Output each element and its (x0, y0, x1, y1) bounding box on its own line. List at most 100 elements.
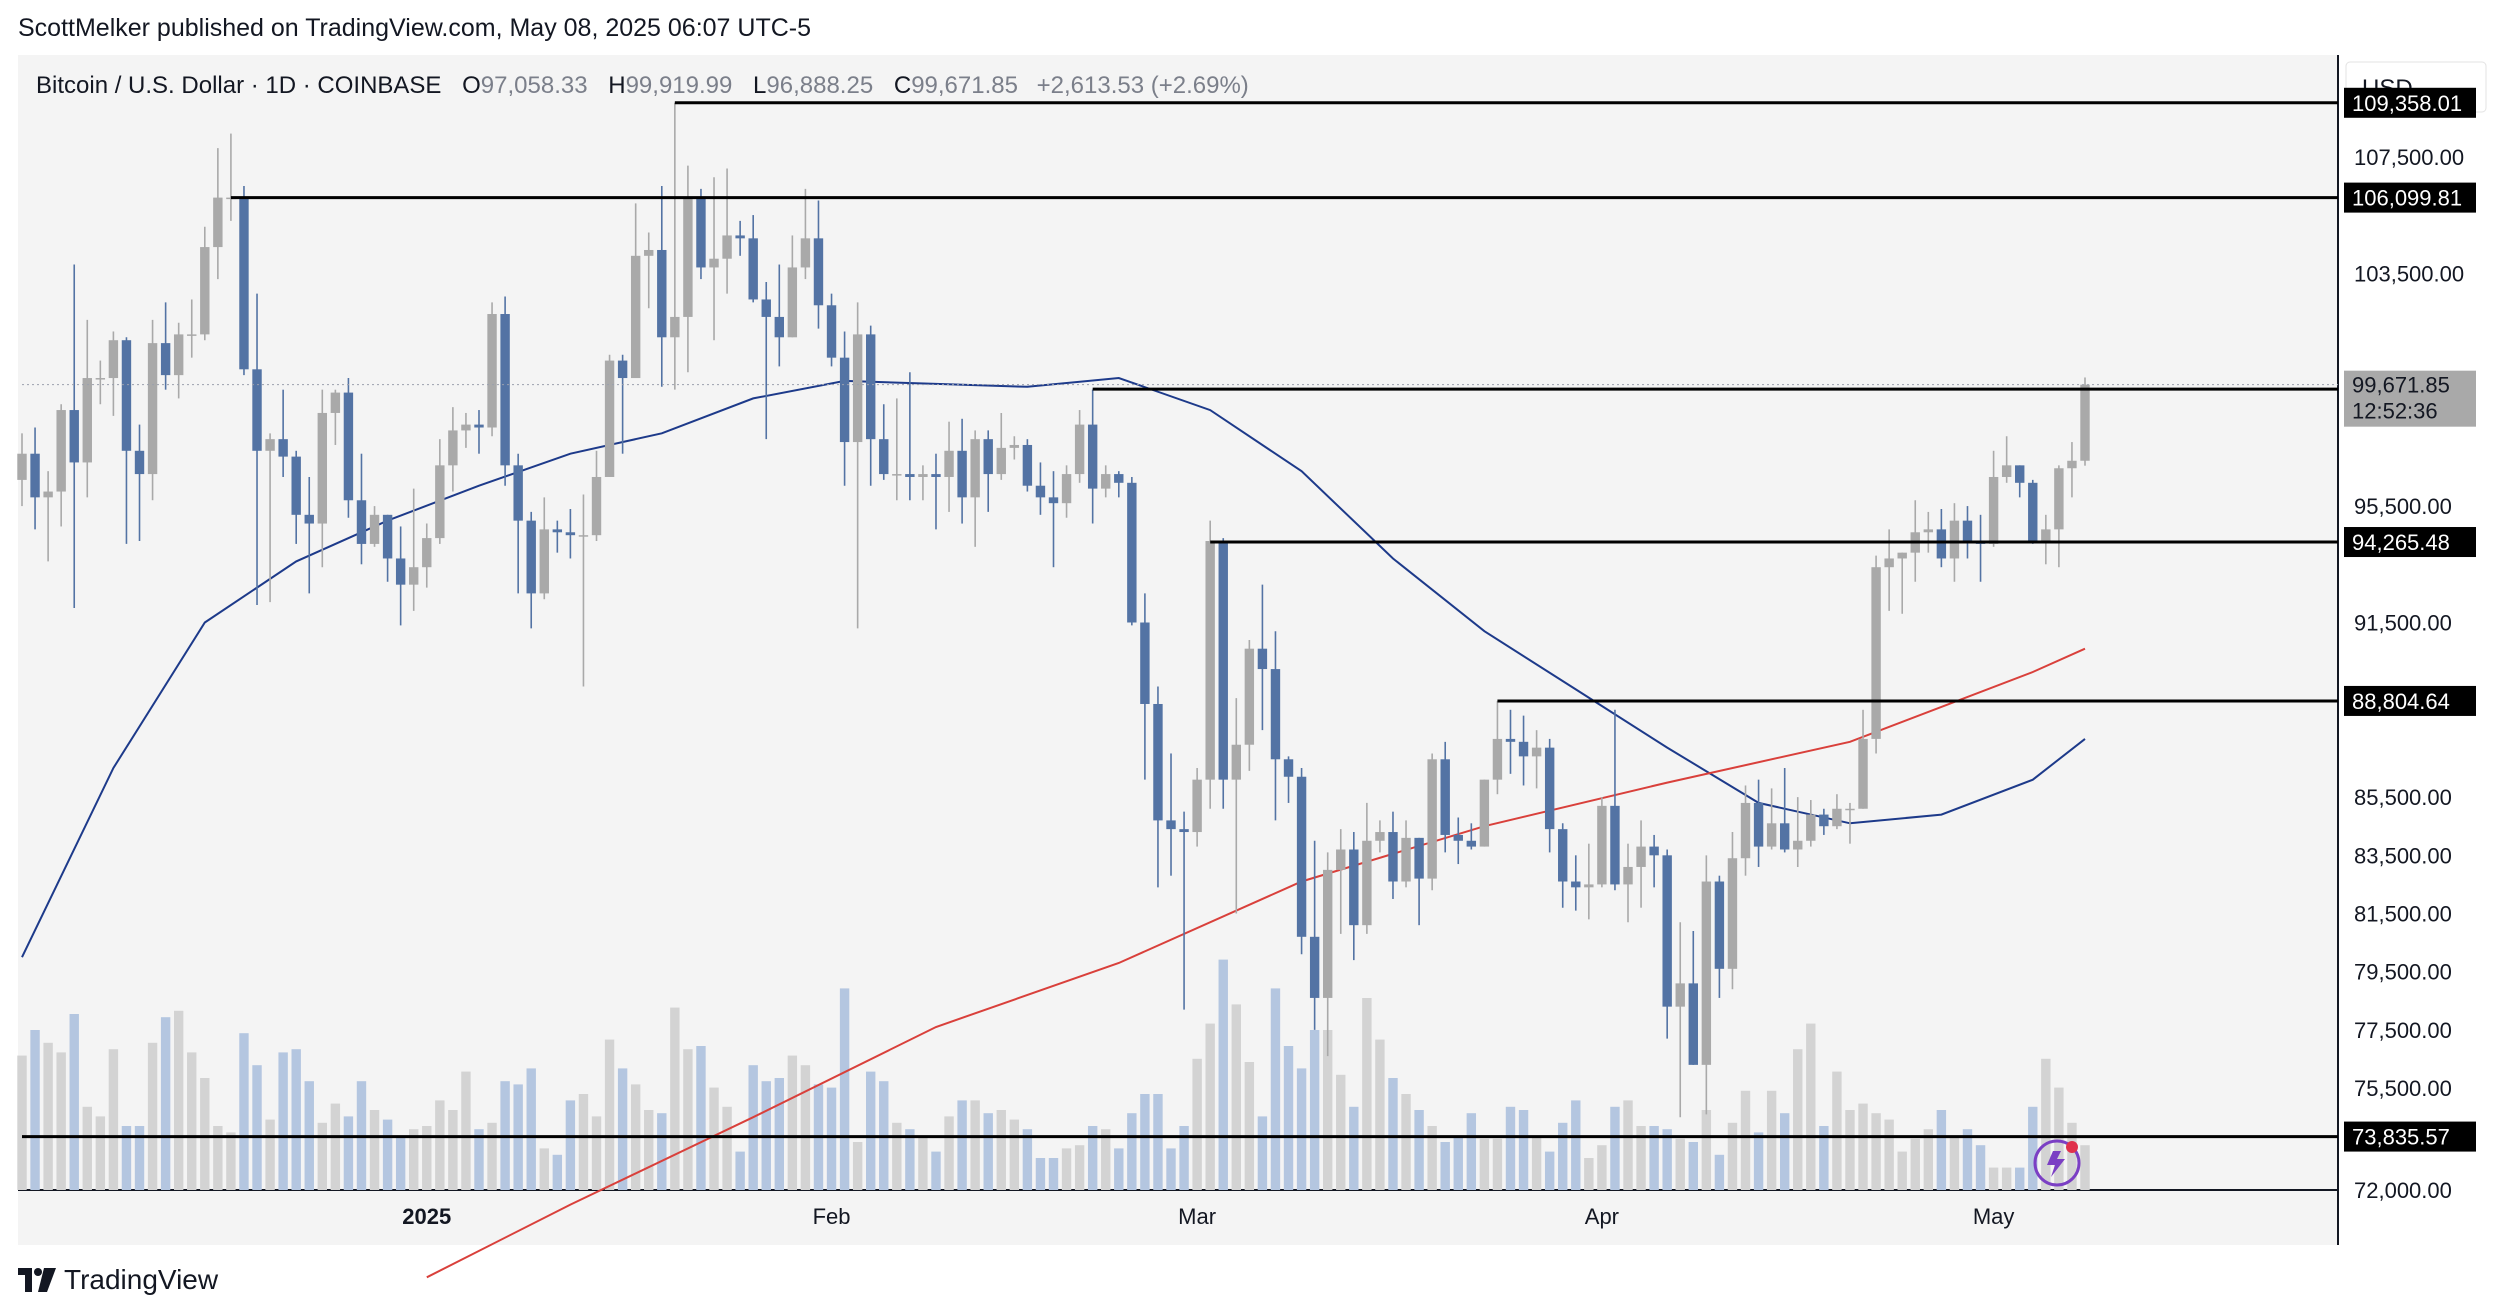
volume-bar (839, 988, 850, 1190)
candle-body (1074, 424, 1085, 475)
candle (1296, 768, 1307, 955)
volume-bar (226, 1132, 236, 1190)
candle (160, 302, 171, 390)
candle-body (761, 299, 771, 317)
chart-legend: Bitcoin / U.S. Dollar · 1D · COINBASE O9… (36, 72, 1249, 99)
candle (435, 439, 445, 544)
volume-bar (69, 1014, 79, 1190)
candle-body (683, 197, 693, 317)
candle-body (1166, 820, 1176, 830)
candle-body (1518, 741, 1529, 757)
candle (905, 372, 915, 501)
volume-bar (1257, 1116, 1268, 1190)
tradingview-brand[interactable]: TradingView (18, 1262, 218, 1298)
candle-body (670, 316, 680, 338)
publisher-line: ScottMelker published on TradingView.com… (18, 14, 812, 42)
candle-body (1257, 648, 1268, 670)
candle-body (513, 465, 523, 521)
candle (1388, 811, 1398, 899)
candle-body (1688, 983, 1698, 1065)
volume-bar (1505, 1106, 1516, 1190)
legend-change: +2,613.53 (+2.69%) (1037, 72, 1249, 99)
volume-bar (1636, 1126, 1646, 1190)
volume-bar (1819, 1126, 1829, 1190)
candle-body (1740, 802, 1751, 859)
candle (1988, 450, 1999, 547)
volume-bar (1166, 1148, 1176, 1190)
brand-name: TradingView (64, 1264, 219, 1295)
candle (1179, 811, 1189, 1010)
candle (2015, 465, 2025, 498)
candle-body (1022, 444, 1033, 486)
level-price-label: 88,804.64 (2352, 689, 2450, 714)
candle (1505, 709, 1516, 774)
candle (839, 331, 850, 486)
candle (82, 319, 92, 498)
candle (1571, 855, 1581, 911)
candle-body (317, 412, 328, 524)
candle (1283, 756, 1294, 803)
candle-body (1714, 881, 1725, 969)
candle-body (461, 424, 471, 431)
price-tick-label: 72,000.00 (2354, 1178, 2452, 1203)
candle-body (526, 520, 536, 594)
volume-bar (787, 1055, 798, 1190)
volume-bar (983, 1113, 993, 1190)
sparkle-assistant-icon[interactable] (2033, 1139, 2081, 1187)
candle-body (905, 474, 915, 477)
volume-bar (866, 1071, 876, 1190)
candle (1740, 785, 1751, 876)
candle-body (1296, 776, 1307, 937)
candle-body (852, 334, 863, 443)
volume-bar (1597, 1145, 1607, 1190)
candle-body (121, 340, 132, 451)
volume-bar (30, 1030, 40, 1190)
volume-bar (1701, 1110, 1712, 1190)
volume-bar (552, 1154, 563, 1190)
candle-body (1923, 529, 1934, 533)
candle (1309, 840, 1320, 1030)
candle-body (1283, 759, 1294, 777)
volume-bar (617, 1068, 628, 1190)
candle (1362, 802, 1372, 934)
volume-bar (1884, 1119, 1894, 1190)
volume-bar (1244, 1062, 1255, 1190)
candle (617, 354, 628, 454)
candle-body (1466, 840, 1477, 847)
volume-bar (1806, 1023, 1816, 1190)
candle-body (422, 538, 432, 568)
candle-body (448, 430, 458, 466)
candle (1153, 686, 1163, 888)
volume-bar (604, 1039, 615, 1190)
candle (918, 465, 928, 501)
volume-bar (644, 1110, 654, 1190)
volume-bar (1466, 1113, 1477, 1190)
legend-close-value: 99,671.85 (911, 72, 1018, 99)
candle-body (435, 465, 445, 539)
candle (1675, 922, 1685, 1118)
level-price-label: 73,835.57 (2352, 1125, 2450, 1150)
candle (2028, 479, 2038, 544)
price-tick-label: 79,500.00 (2354, 960, 2452, 985)
candle (1610, 709, 1620, 891)
candle-body (2054, 468, 2064, 530)
legend-high-value: 99,919.99 (626, 72, 733, 99)
candle-body (1427, 759, 1437, 879)
candle (2054, 465, 2064, 568)
date-tick-label: Mar (1178, 1204, 1216, 1229)
volume-bar (565, 1100, 576, 1190)
candle-body (1127, 482, 1137, 623)
volume-bar (173, 1010, 184, 1190)
candle-body (304, 514, 314, 524)
candle-body (696, 197, 706, 268)
volume-bar (239, 1033, 249, 1190)
volume-bar (1309, 1030, 1320, 1190)
candle-body (1153, 703, 1163, 821)
candle (787, 235, 798, 338)
candle-body (1544, 747, 1555, 830)
candle-body (591, 476, 602, 536)
candle-body (1832, 808, 1842, 827)
candle-body (839, 357, 850, 443)
volume-bar (213, 1126, 223, 1190)
